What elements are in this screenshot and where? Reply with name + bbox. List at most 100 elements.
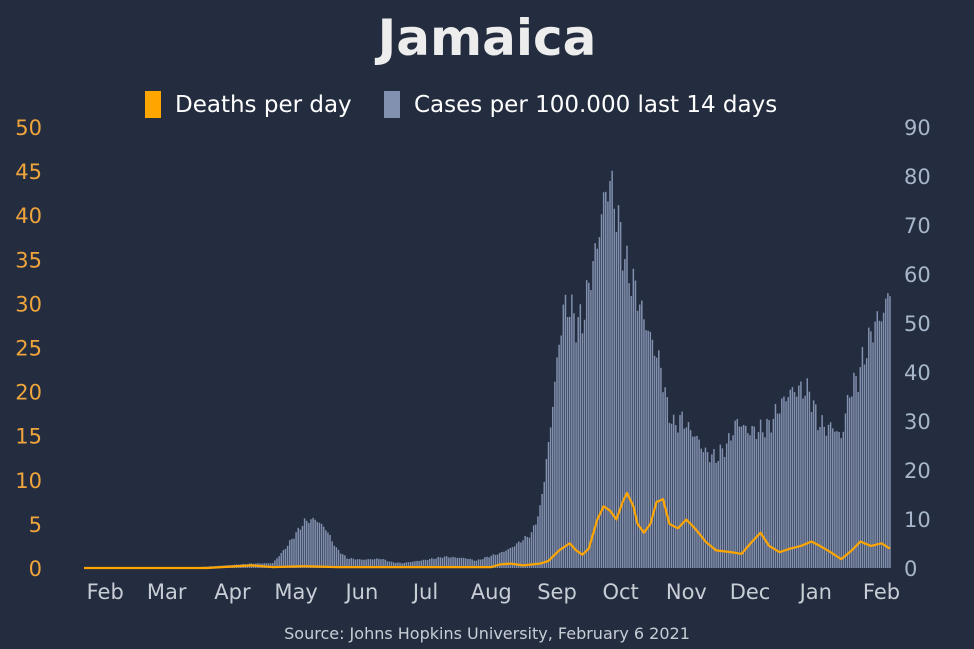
cases-bar xyxy=(607,201,609,569)
cases-bar xyxy=(685,427,688,568)
cases-bar xyxy=(751,425,753,568)
cases-bar xyxy=(388,561,391,568)
cases-bar xyxy=(696,435,698,568)
cases-bar xyxy=(501,552,503,568)
cases-bar xyxy=(405,562,408,568)
cases-bar xyxy=(361,559,363,568)
cases-bar xyxy=(781,398,783,568)
cases-bar xyxy=(301,525,304,568)
cases-bar xyxy=(392,562,395,568)
cases-bar xyxy=(494,554,497,568)
cases-bar xyxy=(327,532,329,568)
cases-bar xyxy=(736,418,739,568)
cases-bar xyxy=(829,422,832,568)
cases-bar xyxy=(528,537,531,568)
cases-bar xyxy=(740,426,743,568)
cases-bar xyxy=(539,505,541,568)
x-axis-ticks: Feb Mar Apr May Jun Jul Aug Sep Oct Nov Dec Jan Feb xyxy=(87,580,900,604)
cases-bar xyxy=(700,448,702,568)
cases-bar xyxy=(592,261,594,568)
cases-bar xyxy=(524,535,526,568)
cases-bar xyxy=(730,440,732,568)
cases-bar xyxy=(670,423,673,568)
cases-bar xyxy=(677,432,679,568)
cases-bar xyxy=(759,419,762,568)
cases-bar xyxy=(840,438,842,568)
cases-bar xyxy=(882,312,885,568)
cases-bar xyxy=(870,331,872,568)
cases-bar xyxy=(267,563,270,568)
left-axis-ticks: 0 5 10 15 20 25 30 35 40 45 50 xyxy=(15,116,42,581)
cases-bar xyxy=(530,532,533,568)
right-axis-tick-label: 70 xyxy=(904,214,931,238)
cases-bar xyxy=(770,432,772,568)
cases-bar xyxy=(403,562,406,568)
cases-bar xyxy=(515,543,518,568)
left-axis-tick-label: 45 xyxy=(15,160,42,184)
cases-bar xyxy=(482,559,484,568)
cases-bar xyxy=(645,330,647,568)
cases-bar xyxy=(537,516,539,568)
cases-bar xyxy=(518,541,520,568)
cases-bar xyxy=(694,436,696,568)
cases-bar xyxy=(558,344,560,568)
cases-bar xyxy=(380,559,382,568)
cases-bar xyxy=(662,392,664,568)
legend-cases-label: Cases per 100.000 last 14 days xyxy=(414,92,777,118)
cases-bar xyxy=(653,355,656,568)
cases-bar xyxy=(675,425,677,568)
x-axis-tick-label: Mar xyxy=(147,580,187,604)
legend-deaths-swatch xyxy=(145,91,161,118)
cases-bar xyxy=(872,342,874,568)
cases-bar xyxy=(496,554,499,568)
cases-bar xyxy=(486,556,488,568)
cases-bar xyxy=(318,522,321,568)
cases-bar xyxy=(702,452,705,568)
cases-bar xyxy=(585,280,588,568)
cases-bar xyxy=(583,319,586,568)
cases-bar xyxy=(471,559,473,568)
cases-bar xyxy=(541,493,543,568)
cases-bar xyxy=(827,424,830,568)
cases-bar xyxy=(420,560,422,568)
cases-bar xyxy=(509,547,512,568)
cases-bar xyxy=(414,561,416,568)
cases-bar xyxy=(452,556,454,568)
cases-bar xyxy=(865,358,868,568)
cases-bar xyxy=(299,529,302,568)
cases-bar xyxy=(498,552,501,568)
x-axis-tick-label: Oct xyxy=(602,580,638,604)
cases-bar xyxy=(778,413,781,568)
cases-bar xyxy=(375,558,378,568)
cases-bar xyxy=(339,553,342,568)
cases-bar xyxy=(378,558,380,568)
cases-bar xyxy=(880,321,883,568)
cases-bar xyxy=(658,350,660,568)
cases-bar xyxy=(757,432,760,568)
cases-bar xyxy=(367,559,369,568)
cases-bar xyxy=(276,558,278,568)
cases-bar xyxy=(416,560,418,568)
cases-bar xyxy=(641,300,643,568)
cases-bar xyxy=(742,424,745,568)
cases-bar xyxy=(418,560,420,568)
cases-bar xyxy=(354,559,357,568)
cases-bar xyxy=(407,562,410,568)
cases-bar xyxy=(428,558,431,568)
cases-bar xyxy=(793,392,796,568)
cases-bar xyxy=(441,557,444,568)
cases-bar xyxy=(577,317,579,568)
cases-bar xyxy=(868,327,870,568)
right-axis-tick-label: 10 xyxy=(904,508,931,532)
cases-bar xyxy=(728,433,730,568)
cases-bar xyxy=(632,268,635,568)
legend: Deaths per day Cases per 100.000 last 14… xyxy=(145,91,777,118)
cases-bar xyxy=(532,525,535,568)
cases-bar xyxy=(303,518,306,568)
cases-bar xyxy=(467,558,469,568)
left-axis-tick-label: 20 xyxy=(15,381,42,405)
cases-bar xyxy=(450,557,452,568)
cases-bar xyxy=(469,558,471,568)
cases-bar xyxy=(723,457,726,568)
cases-bar xyxy=(609,180,611,569)
